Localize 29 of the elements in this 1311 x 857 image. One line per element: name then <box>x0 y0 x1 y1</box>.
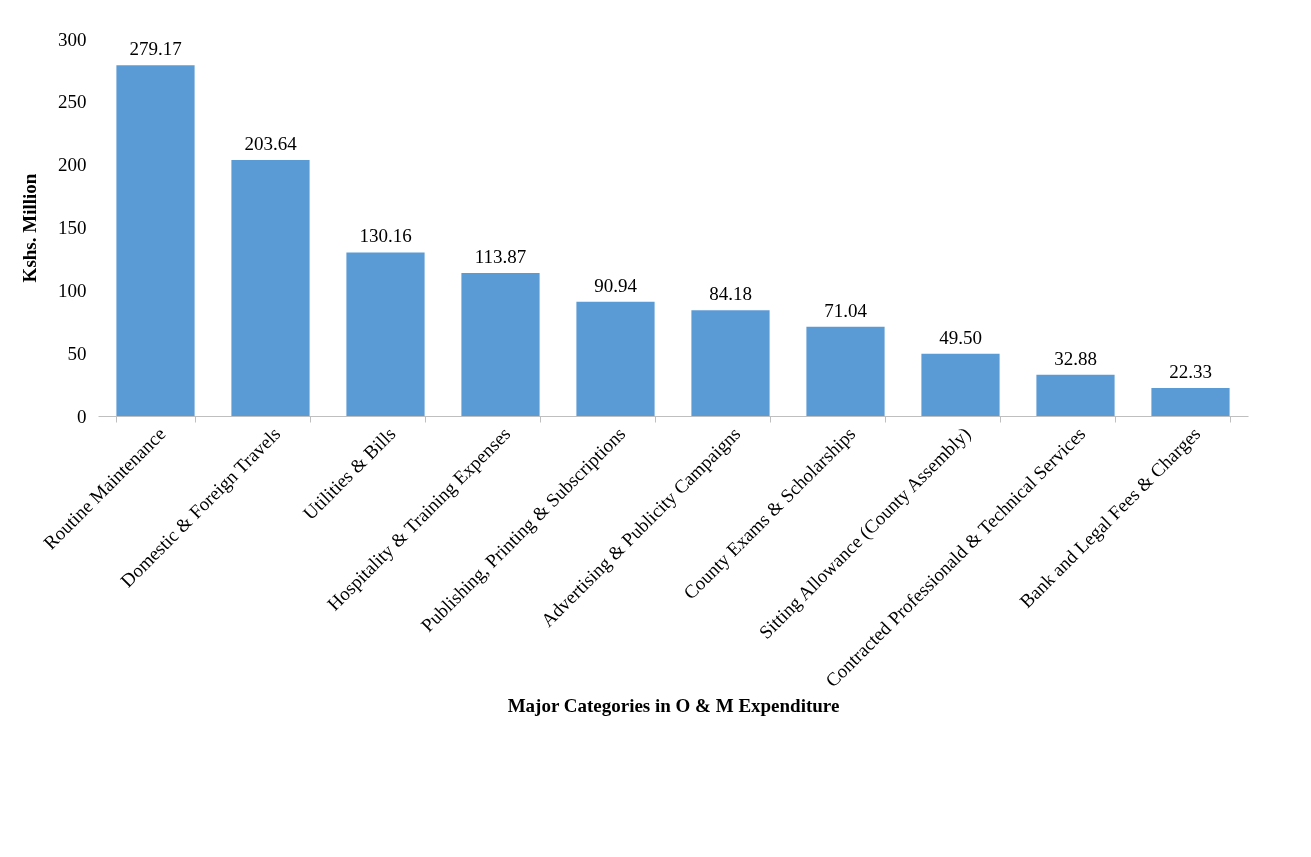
data-label: 203.64 <box>244 133 298 155</box>
data-label: 279.17 <box>129 38 182 60</box>
data-label: 130.16 <box>359 225 412 247</box>
y-tick-label: 50 <box>67 342 87 364</box>
y-tick-label: 250 <box>58 91 87 113</box>
bar <box>806 326 885 416</box>
data-label: 113.87 <box>474 245 527 267</box>
data-label: 49.50 <box>939 326 982 348</box>
y-tick-label: 150 <box>58 217 87 238</box>
data-label: 32.88 <box>1054 347 1097 369</box>
y-tick-label: 0 <box>77 405 87 427</box>
y-axis-title: Kshs. Million <box>19 173 40 283</box>
data-label: 84.18 <box>709 283 752 305</box>
data-label: 22.33 <box>1169 360 1212 382</box>
data-label: 90.94 <box>594 274 638 296</box>
bar <box>1151 387 1230 416</box>
y-tick-label: 300 <box>58 28 87 50</box>
y-tick-label: 100 <box>58 279 87 301</box>
x-axis-title: Major Categories in O & M Expenditure <box>507 694 840 716</box>
bar <box>576 301 655 416</box>
y-tick-label: 200 <box>58 154 87 176</box>
bar <box>116 65 195 416</box>
bar <box>231 160 310 416</box>
bar <box>461 272 540 416</box>
bar <box>691 310 770 416</box>
bar <box>1036 374 1115 416</box>
bar <box>921 353 1000 416</box>
data-label: 71.04 <box>824 299 868 321</box>
bar <box>346 252 425 416</box>
